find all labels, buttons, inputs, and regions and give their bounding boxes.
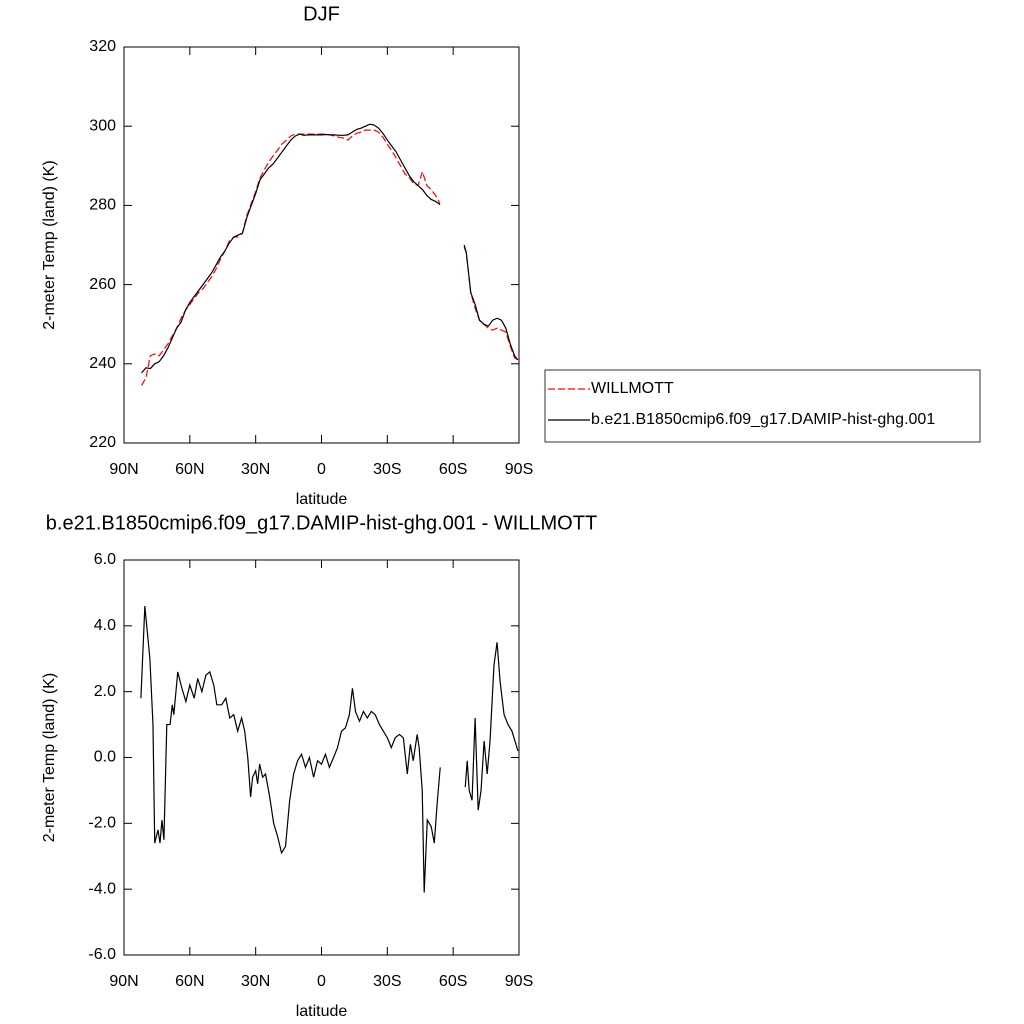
legend-label: WILLMOTT <box>591 380 674 397</box>
y-tick-label: 260 <box>89 276 116 293</box>
x-tick-label: 0 <box>317 973 326 990</box>
y-tick-label: -2.0 <box>88 815 116 832</box>
y-tick-label: 320 <box>89 38 116 55</box>
x-tick-label: 60N <box>175 973 204 990</box>
y-tick-label: 280 <box>89 197 116 214</box>
x-tick-label: 90N <box>109 461 138 478</box>
y-tick-label: -4.0 <box>88 880 116 897</box>
x-tick-label: 90S <box>505 461 533 478</box>
y-tick-label: 6.0 <box>94 551 116 568</box>
x-tick-label: 30S <box>373 973 401 990</box>
x-tick-label: 0 <box>317 461 326 478</box>
plot-frame <box>123 46 520 444</box>
chart-title: b.e21.B1850cmip6.f09_g17.DAMIP-hist-ghg.… <box>46 512 597 534</box>
x-tick-label: 60N <box>175 461 204 478</box>
y-tick-label: 4.0 <box>94 617 116 634</box>
y-tick-label: 240 <box>89 355 116 372</box>
x-tick-label: 30S <box>373 461 401 478</box>
y-axis-label: 2-meter Temp (land) (K) <box>41 160 58 330</box>
y-tick-label: 220 <box>89 434 116 451</box>
x-tick-label: 60S <box>439 973 467 990</box>
y-tick-label: 0.0 <box>94 749 116 766</box>
y-tick-label: -6.0 <box>88 946 116 963</box>
legend-label: b.e21.B1850cmip6.f09_g17.DAMIP-hist-ghg.… <box>591 411 935 428</box>
y-axis-label: 2-meter Temp (land) (K) <box>41 673 58 843</box>
y-tick-label: 2.0 <box>94 683 116 700</box>
chart-title: DJF <box>303 3 340 25</box>
x-axis-label: latitude <box>296 1003 348 1020</box>
x-tick-label: 60S <box>439 461 467 478</box>
series-line <box>141 129 519 386</box>
data-line <box>140 606 519 893</box>
legend-box <box>544 369 981 443</box>
x-axis-label: latitude <box>296 491 348 508</box>
x-tick-label: 90S <box>505 973 533 990</box>
series-line <box>141 123 519 374</box>
x-tick-label: 90N <box>109 973 138 990</box>
y-tick-label: 300 <box>89 117 116 134</box>
x-tick-label: 30N <box>241 973 270 990</box>
plot-frame <box>123 559 520 956</box>
x-tick-label: 30N <box>241 461 270 478</box>
